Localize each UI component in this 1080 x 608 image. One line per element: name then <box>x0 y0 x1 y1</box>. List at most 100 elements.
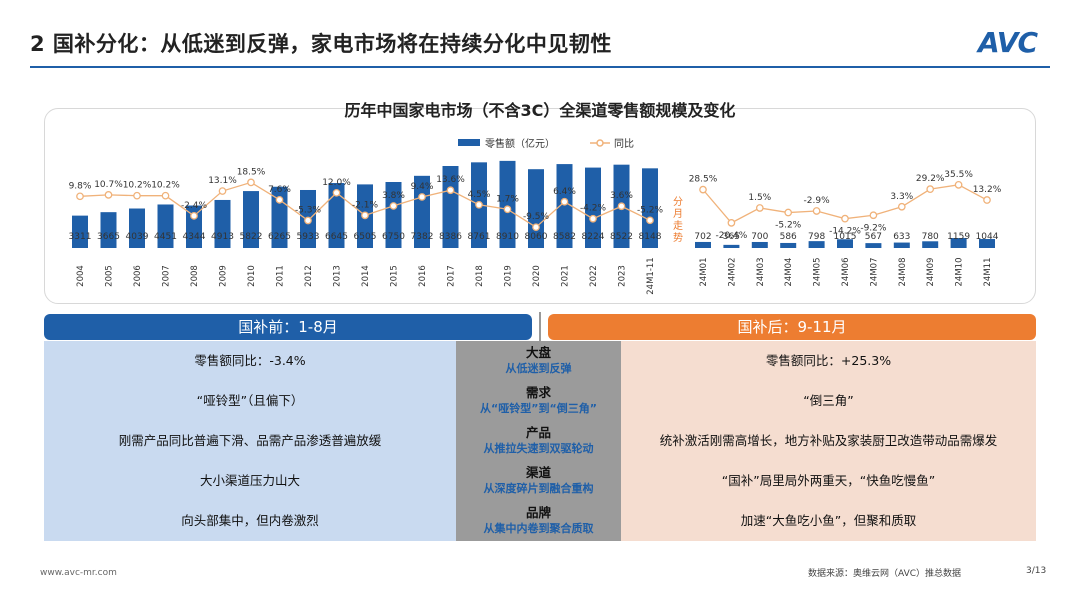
bar-value-label: 3665 <box>97 232 120 242</box>
bar-value-label: 5933 <box>297 232 320 242</box>
dimension-title: 需求 <box>525 385 551 400</box>
yoy-point-annual <box>617 202 626 211</box>
x-tick-label: 24M07 <box>869 258 879 287</box>
x-tick-label: 24M09 <box>926 258 936 287</box>
post-cell: 零售额同比：+25.3% <box>621 341 1036 381</box>
yoy-label: 35.5% <box>944 170 973 180</box>
yoy-label: 18.5% <box>237 167 266 177</box>
yoy-point-annual <box>247 178 255 187</box>
retail-chart: 零售额（亿元） 同比 3311 2004 3665 2005 4039 2006 4451 200… <box>69 137 1002 295</box>
x-tick-label: 2011 <box>276 265 286 287</box>
yoy-label: 7.6% <box>268 185 291 195</box>
yoy-point-annual <box>646 216 654 225</box>
yoy-label: -9.2% <box>860 223 887 233</box>
yoy-point-annual <box>161 191 170 200</box>
x-tick-label: 24M1-11 <box>646 257 656 294</box>
page-title: 2 国补分化：从低迷到反弹，家电市场将在持续分化中见韧性 <box>30 32 612 56</box>
dimension-subtitle: 从推拉失速到双驱轮动 <box>483 442 594 455</box>
dimension-title: 品牌 <box>525 505 551 520</box>
x-tick-label: 24M08 <box>898 258 908 287</box>
page-number: 3/13 <box>1026 566 1047 576</box>
bar-monthly-24M08 <box>893 242 910 248</box>
bar-annual-2013 <box>328 183 345 248</box>
bar-value-label: 365 <box>723 232 740 242</box>
yoy-point-annual <box>389 202 398 210</box>
yoy-label: -5.2% <box>637 205 664 215</box>
bar-monthly-24M01 <box>695 241 711 248</box>
dimension-subtitle: 从集中内卷到聚合质取 <box>483 522 594 535</box>
yoy-label: 3.8% <box>382 191 405 201</box>
bar-monthly-24M09 <box>922 241 939 248</box>
bar-monthly-24M11 <box>979 239 995 248</box>
bar-annual-2010 <box>243 191 259 248</box>
bar-annual-2015 <box>385 182 402 248</box>
bar-value-label: 7382 <box>411 232 434 242</box>
bar-value-label: 6265 <box>268 232 291 242</box>
yoy-label: 9.8% <box>69 181 92 191</box>
monthly-divider-label: 分月走势 <box>671 196 683 244</box>
yoy-label: 12.0% <box>322 178 351 188</box>
bar-annual-2017 <box>442 166 459 248</box>
yoy-label: -20.4% <box>715 231 747 241</box>
bar-monthly-24M04 <box>780 242 797 248</box>
yoy-label: -14.2% <box>829 227 861 237</box>
bar-value-label: 6750 <box>382 232 405 242</box>
comparison-table: 零售额同比：-3.4% 大盘 从低迷到反弹 零售额同比：+25.3% “哑铃型”（… <box>44 341 1036 541</box>
pre-cell: 向头部集中，但内卷激烈 <box>44 501 456 541</box>
bar-value-label: 8761 <box>468 232 491 242</box>
x-tick-label: 2019 <box>504 265 514 287</box>
bar-annual-2009 <box>214 199 231 248</box>
x-tick-label: 24M02 <box>727 258 737 287</box>
x-tick-label: 2014 <box>361 265 371 287</box>
yoy-point-monthly <box>784 208 793 217</box>
yoy-point-monthly <box>869 211 878 220</box>
yoy-point-annual <box>446 186 455 195</box>
x-tick-label: 2022 <box>589 265 599 287</box>
yoy-point-annual <box>76 192 84 201</box>
dimension-cell: 渠道 从深度碎片到融合重构 <box>456 461 621 501</box>
dimension-title: 产品 <box>525 425 551 440</box>
table-row: 大小渠道压力山大 渠道 从深度碎片到融合重构 “国补”局里局外两重天，“快鱼吃慢鱼… <box>44 461 1036 501</box>
table-row: 零售额同比：-3.4% 大盘 从低迷到反弹 零售额同比：+25.3% <box>44 341 1036 381</box>
x-tick-label: 2013 <box>333 265 343 287</box>
legend-bar-label: 零售额（亿元） <box>485 137 555 150</box>
title-divider <box>30 66 1050 68</box>
bar-value-label: 5822 <box>240 232 263 242</box>
yoy-point-annual <box>532 223 540 232</box>
yoy-label: -4.2% <box>580 204 607 214</box>
dimension-title: 大盘 <box>525 345 551 360</box>
yoy-point-monthly <box>812 207 821 215</box>
yoy-point-annual <box>361 211 369 220</box>
bar-value-label: 4344 <box>183 232 206 242</box>
bar-annual-2007 <box>157 204 174 248</box>
avc-logo: AVC <box>978 26 1038 59</box>
yoy-label: -2.4% <box>181 201 208 211</box>
bar-value-label: 8522 <box>610 232 633 242</box>
bar-annual-2021 <box>556 164 573 248</box>
yoy-label: 13.6% <box>436 175 465 185</box>
bar-value-label: 1159 <box>947 232 970 242</box>
x-tick-label: 24M06 <box>841 258 851 287</box>
dimension-title: 渠道 <box>525 465 551 480</box>
x-tick-label: 2016 <box>418 265 428 287</box>
yoy-label: 10.7% <box>94 180 123 190</box>
yoy-label: 9.4% <box>411 182 434 192</box>
post-cell: 加速“大鱼吃小鱼”，但聚和质取 <box>621 501 1036 541</box>
bar-value-label: 586 <box>780 232 797 242</box>
band-separator <box>539 312 541 344</box>
bar-value-label: 4039 <box>126 232 149 242</box>
yoy-point-monthly <box>897 202 906 211</box>
bar-monthly-24M05 <box>808 241 825 248</box>
pre-cell: 零售额同比：-3.4% <box>44 341 456 381</box>
yoy-label: 10.2% <box>151 181 180 191</box>
bar-value-label: 8582 <box>553 232 576 242</box>
x-tick-label: 2005 <box>105 265 115 287</box>
post-cell: 统补激活刚需高增长，地方补贴及家装厨卫改造带动品需爆发 <box>621 421 1036 461</box>
yoy-point-annual <box>218 187 227 195</box>
bar-value-label: 700 <box>751 232 768 242</box>
legend-line-marker <box>596 139 604 147</box>
yoy-label: 1.5% <box>748 193 771 203</box>
x-tick-label: 24M04 <box>784 258 794 287</box>
x-tick-label: 2004 <box>76 265 86 287</box>
yoy-label: -5.2% <box>775 221 802 231</box>
